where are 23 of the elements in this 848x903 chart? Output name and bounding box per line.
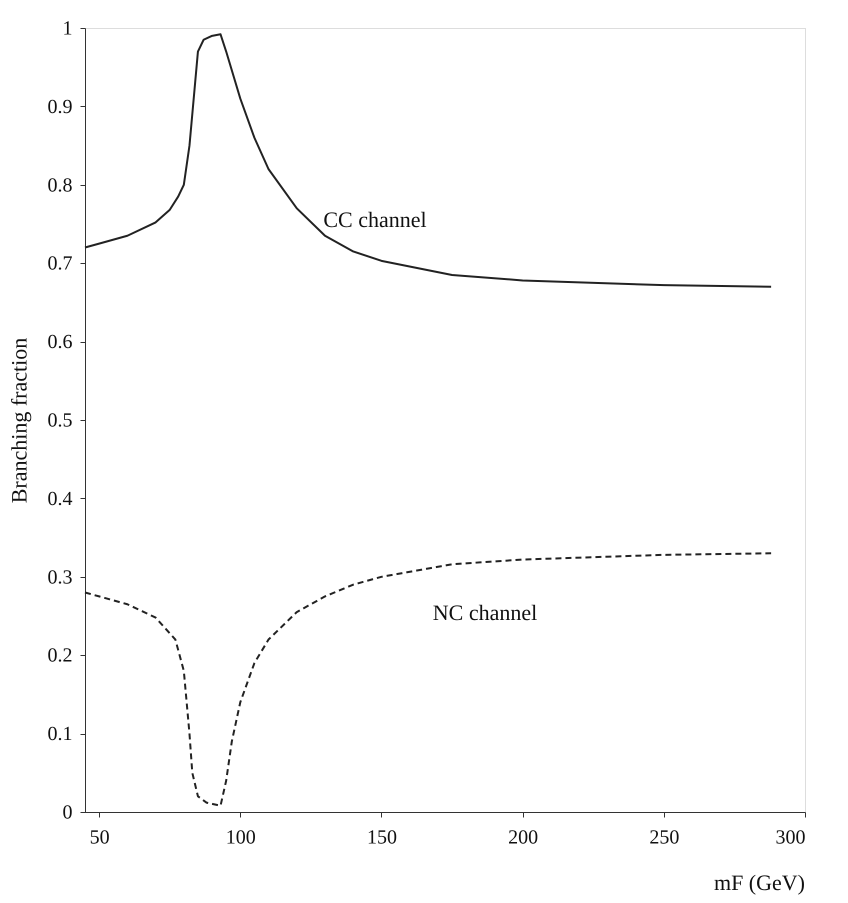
y-tick-label: 0.5	[48, 410, 72, 432]
line-series	[84, 552, 772, 807]
y-tick-label: 0.7	[48, 252, 72, 275]
y-tick-label: 0.8	[48, 174, 72, 196]
line-series	[84, 33, 772, 288]
x-tick-label: 150	[366, 826, 397, 848]
x-tick-label: 250	[649, 826, 680, 848]
y-tick-label: 0.4	[48, 488, 72, 510]
x-tick-label: 300	[776, 826, 806, 848]
x-axis-title: mF (GeV)	[714, 870, 805, 895]
y-tick-label: 0.6	[48, 331, 72, 354]
y-tick-label: 0.9	[48, 96, 72, 118]
y-axis-title: Branching fraction	[6, 338, 32, 504]
series-label: NC channel	[432, 600, 538, 625]
x-tick-label: 200	[508, 826, 538, 848]
y-tick-label: 0.1	[48, 723, 72, 746]
y-tick-label: 1	[62, 18, 72, 40]
x-tick-label: 100	[226, 826, 256, 848]
x-tick-label: 50	[90, 826, 110, 848]
series-label: CC channel	[323, 207, 427, 232]
y-tick-label: 0.3	[48, 566, 72, 588]
y-tick-label: 0	[62, 802, 72, 824]
y-tick-label: 0.2	[48, 644, 72, 667]
